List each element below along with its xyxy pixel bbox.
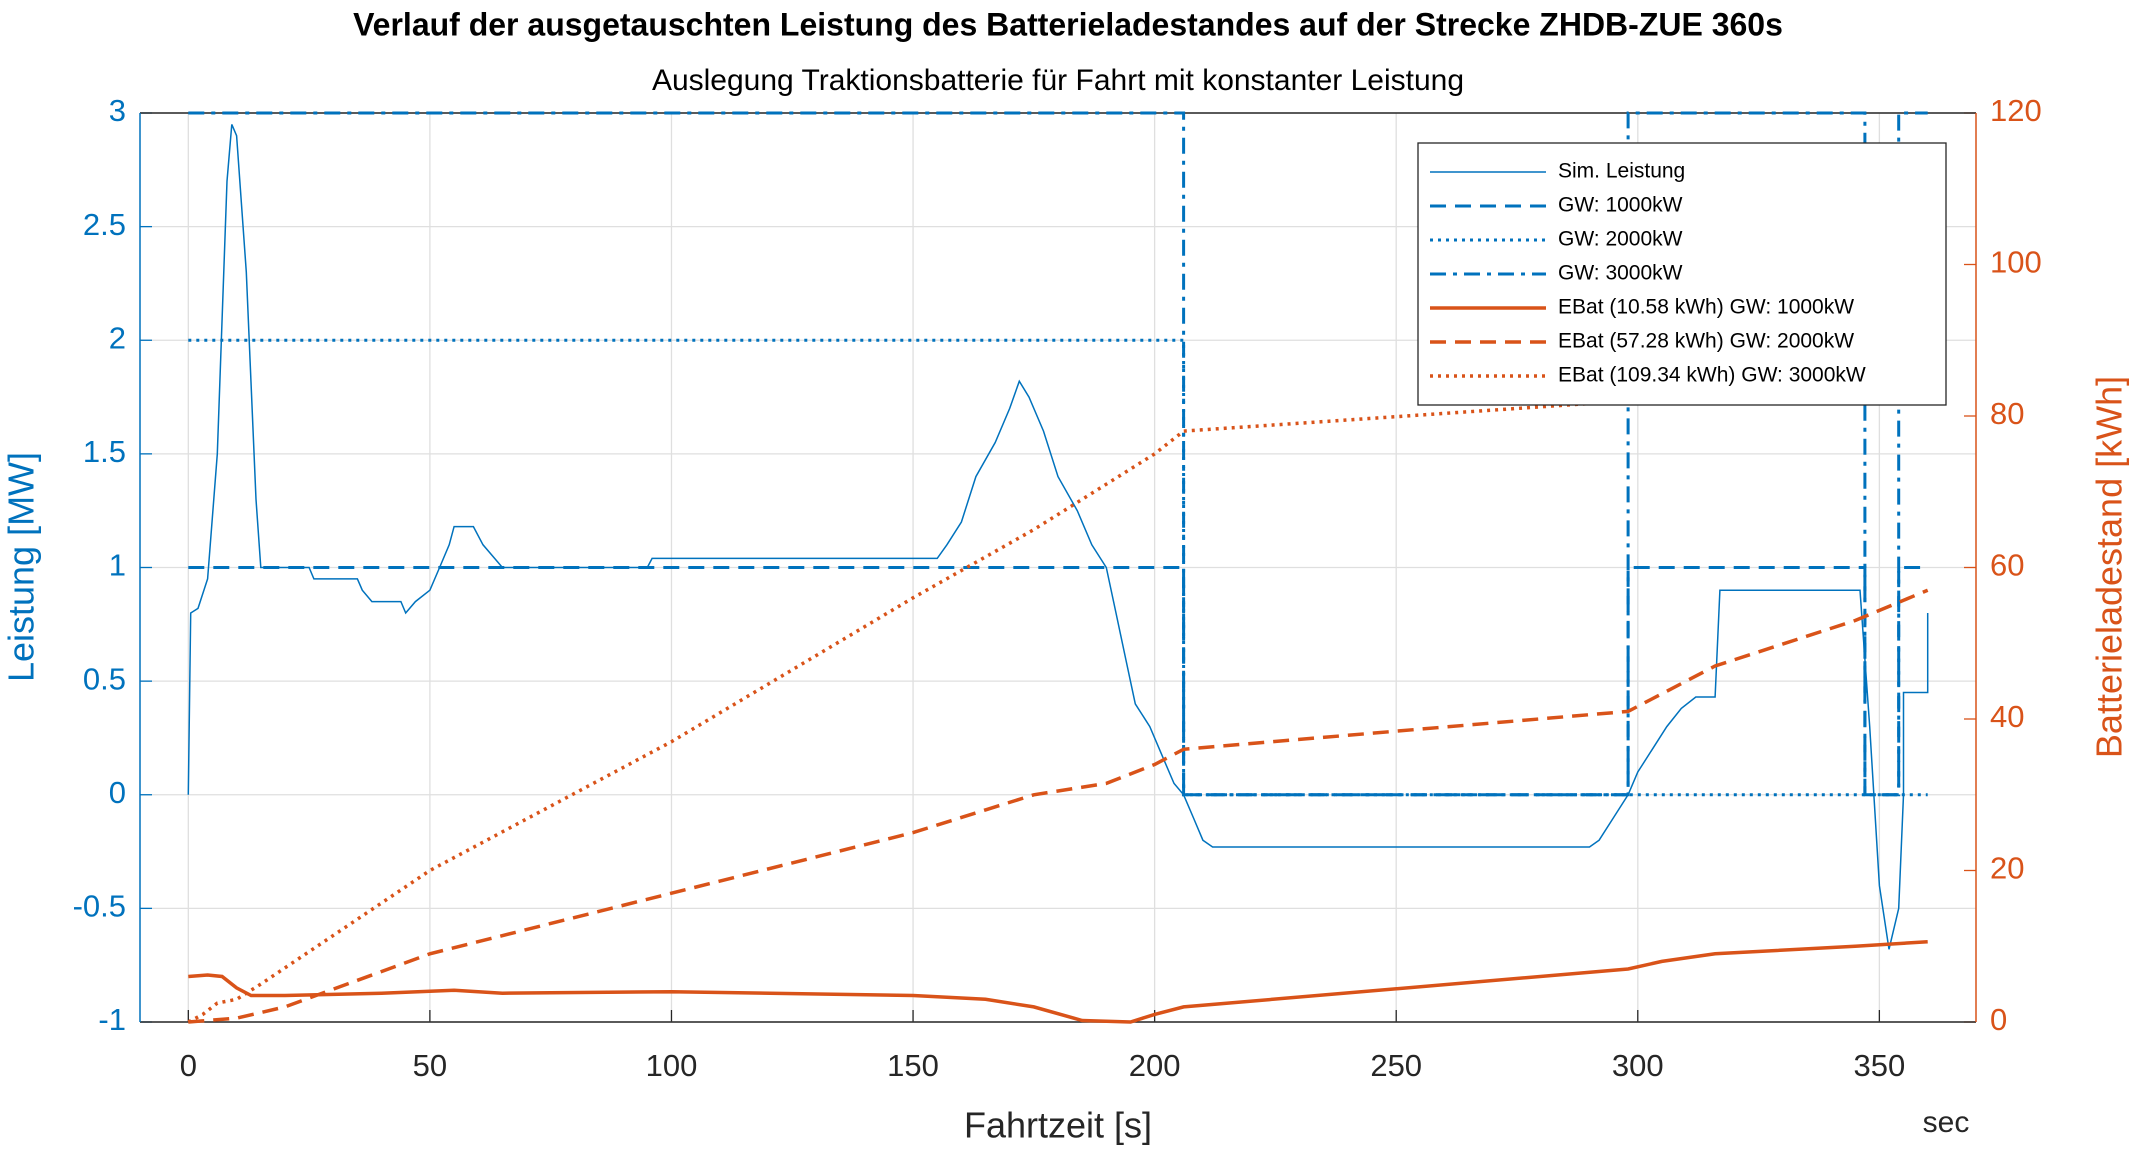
chart-subtitle: Auslegung Traktionsbatterie für Fahrt mi… bbox=[652, 64, 1464, 97]
x-tick-label: 250 bbox=[1370, 1048, 1422, 1083]
y-tick-label: 3 bbox=[109, 93, 126, 128]
y-tick-label: 2 bbox=[109, 320, 126, 355]
line-series bbox=[187, 124, 1929, 950]
y-tick-label: 0 bbox=[109, 775, 126, 810]
legend-label: GW: 1000kW bbox=[1558, 194, 1683, 217]
y2-tick-label: 60 bbox=[1990, 548, 2024, 583]
legend-label: EBat (109.34 kWh) GW: 3000kW bbox=[1558, 364, 1866, 387]
x-tick-label: 0 bbox=[180, 1048, 197, 1083]
legend: Sim. Leistung GW: 1000kW GW: 2000kW GW: 300… bbox=[1417, 142, 1947, 406]
line-series bbox=[188, 111, 1928, 797]
line-series bbox=[188, 338, 1928, 797]
line-series bbox=[188, 588, 1929, 1024]
y2-tick-label: 40 bbox=[1990, 699, 2024, 734]
legend-label: Sim. Leistung bbox=[1558, 160, 1685, 183]
y-tick-label: 0.5 bbox=[83, 661, 126, 696]
legend-label: EBat (10.58 kWh) GW: 1000kW bbox=[1558, 296, 1854, 319]
x-tick-label: 350 bbox=[1854, 1048, 1906, 1083]
legend-label: EBat (57.28 kWh) GW: 2000kW bbox=[1558, 330, 1854, 353]
x-tick-label: 100 bbox=[646, 1048, 698, 1083]
y-tick-label: 1 bbox=[109, 548, 126, 583]
y2-tick-label: 100 bbox=[1990, 245, 2042, 280]
x-tick-label: 200 bbox=[1129, 1048, 1181, 1083]
y2-tick-label: 20 bbox=[1990, 851, 2024, 886]
y-tick-label: -1 bbox=[98, 1002, 126, 1037]
legend-label: GW: 2000kW bbox=[1558, 228, 1683, 251]
y2-axis-label: Batterieladestand [kWh] bbox=[2089, 376, 2130, 758]
x-tick-label: 300 bbox=[1612, 1048, 1664, 1083]
y-axis-label: Leistung [MW] bbox=[1, 452, 42, 682]
y2-tick-label: 0 bbox=[1990, 1002, 2007, 1037]
y-tick-label: -0.5 bbox=[73, 889, 126, 924]
line-series bbox=[188, 939, 1928, 1024]
y2-tick-label: 80 bbox=[1990, 396, 2024, 431]
chart-title: Verlauf der ausgetauschten Leistung des … bbox=[353, 6, 1783, 42]
legend-label: GW: 3000kW bbox=[1558, 262, 1683, 285]
x-unit-label: sec bbox=[1923, 1106, 1970, 1139]
y-tick-label: 2.5 bbox=[83, 207, 126, 242]
x-tick-label: 150 bbox=[887, 1048, 939, 1083]
y-tick-label: 1.5 bbox=[83, 434, 126, 469]
x-axis-label: Fahrtzeit [s] bbox=[964, 1105, 1152, 1146]
x-tick-label: 50 bbox=[413, 1048, 447, 1083]
y2-tick-label: 120 bbox=[1990, 93, 2042, 128]
